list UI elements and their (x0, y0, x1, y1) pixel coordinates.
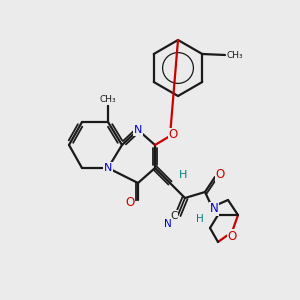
Text: N: N (164, 219, 172, 229)
Text: O: O (215, 169, 225, 182)
Text: H: H (179, 170, 187, 180)
Text: N: N (210, 202, 218, 215)
Text: CH₃: CH₃ (227, 50, 243, 59)
Text: O: O (168, 128, 178, 142)
Text: O: O (125, 196, 135, 208)
Text: N: N (104, 163, 112, 173)
Text: H: H (196, 214, 204, 224)
Text: C: C (170, 211, 178, 221)
Text: O: O (227, 230, 237, 242)
Text: N: N (134, 125, 142, 135)
Text: CH₃: CH₃ (100, 95, 116, 104)
